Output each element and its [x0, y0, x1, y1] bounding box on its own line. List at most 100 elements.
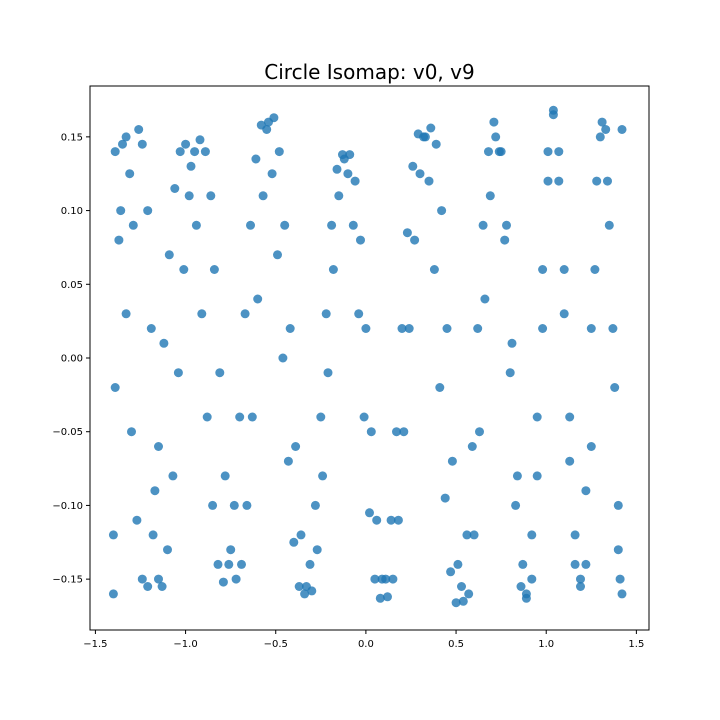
data-point: [247, 412, 257, 422]
data-point: [565, 412, 575, 422]
data-point: [419, 132, 429, 142]
x-tick-label: 0.5: [448, 639, 464, 650]
data-point: [383, 592, 392, 602]
data-point: [348, 220, 358, 230]
data-point: [110, 147, 120, 157]
data-point: [278, 353, 288, 363]
data-point: [480, 294, 490, 304]
data-point: [184, 191, 194, 201]
y-tick-label: −0.10: [52, 501, 83, 512]
data-point: [595, 132, 605, 142]
data-point: [604, 220, 614, 230]
data-point: [505, 368, 515, 378]
data-point: [500, 235, 510, 245]
data-point: [548, 110, 558, 120]
data-point: [334, 191, 344, 201]
data-point: [345, 150, 355, 160]
data-point: [613, 545, 623, 555]
data-point: [143, 206, 153, 216]
data-point: [485, 191, 495, 201]
data-point: [451, 598, 461, 608]
x-tick-label: −1.5: [83, 639, 107, 650]
data-point: [181, 139, 191, 149]
data-point: [576, 582, 585, 591]
data-point: [408, 161, 418, 171]
data-point: [489, 117, 499, 127]
data-point: [532, 412, 542, 422]
data-point: [289, 537, 299, 547]
y-tick-label: 0.05: [61, 280, 83, 291]
data-point: [300, 589, 310, 599]
data-point: [179, 265, 189, 274]
data-point: [168, 471, 178, 481]
data-point: [610, 383, 620, 392]
data-point: [538, 265, 548, 274]
data-point: [446, 567, 456, 577]
data-point: [453, 559, 463, 569]
data-point: [312, 545, 322, 555]
data-point: [154, 574, 163, 584]
data-point: [543, 147, 553, 157]
data-point: [235, 412, 245, 422]
x-tick-label: −0.5: [264, 639, 288, 650]
y-tick-label: 0.10: [61, 206, 83, 217]
data-point: [437, 206, 447, 216]
data-point: [372, 515, 382, 525]
data-point: [554, 176, 564, 186]
data-point: [200, 147, 210, 157]
data-point: [215, 368, 225, 378]
data-point: [321, 309, 331, 319]
data-point: [226, 545, 236, 555]
x-axis: −1.5 −1.0 −0.5 0.0 0.5 1.0 1.5: [83, 630, 644, 650]
x-tick-label: −1.0: [173, 639, 197, 650]
points-layer: [108, 105, 627, 608]
data-point: [581, 486, 591, 496]
data-point: [516, 582, 526, 591]
data-point: [399, 427, 409, 437]
data-point: [338, 150, 347, 160]
data-point: [128, 220, 138, 230]
data-point: [356, 235, 365, 245]
data-point: [521, 589, 531, 599]
data-point: [190, 147, 200, 157]
x-tick-label: 0.0: [358, 639, 374, 650]
data-point: [220, 471, 230, 481]
data-point: [125, 169, 135, 179]
chart-title: Circle Isomap: v0, v9: [264, 60, 475, 84]
data-point: [518, 559, 528, 569]
data-point: [323, 368, 333, 378]
data-point: [415, 169, 425, 179]
data-point: [114, 235, 124, 245]
data-point: [491, 132, 501, 142]
data-point: [202, 412, 212, 422]
data-point: [231, 574, 241, 584]
data-point: [458, 596, 468, 606]
data-point: [354, 309, 364, 319]
data-point: [576, 574, 585, 584]
data-point: [154, 442, 163, 451]
x-tick-label: 1.0: [538, 639, 554, 650]
data-point: [121, 309, 131, 319]
data-point: [332, 164, 342, 174]
data-point: [262, 125, 272, 134]
data-point: [365, 508, 374, 518]
data-point: [209, 265, 219, 274]
data-point: [350, 176, 360, 186]
data-point: [559, 309, 569, 319]
data-point: [118, 139, 127, 149]
data-point: [164, 250, 174, 260]
data-point: [159, 338, 169, 348]
data-point: [592, 176, 602, 186]
data-point: [108, 589, 118, 599]
data-point: [258, 191, 268, 201]
data-point: [359, 412, 369, 422]
data-point: [464, 589, 474, 599]
data-point: [381, 574, 391, 584]
data-point: [617, 125, 627, 134]
plot-frame: [89, 85, 650, 631]
data-point: [157, 582, 167, 591]
data-point: [137, 139, 147, 149]
data-point: [397, 324, 407, 333]
data-point: [512, 471, 522, 481]
